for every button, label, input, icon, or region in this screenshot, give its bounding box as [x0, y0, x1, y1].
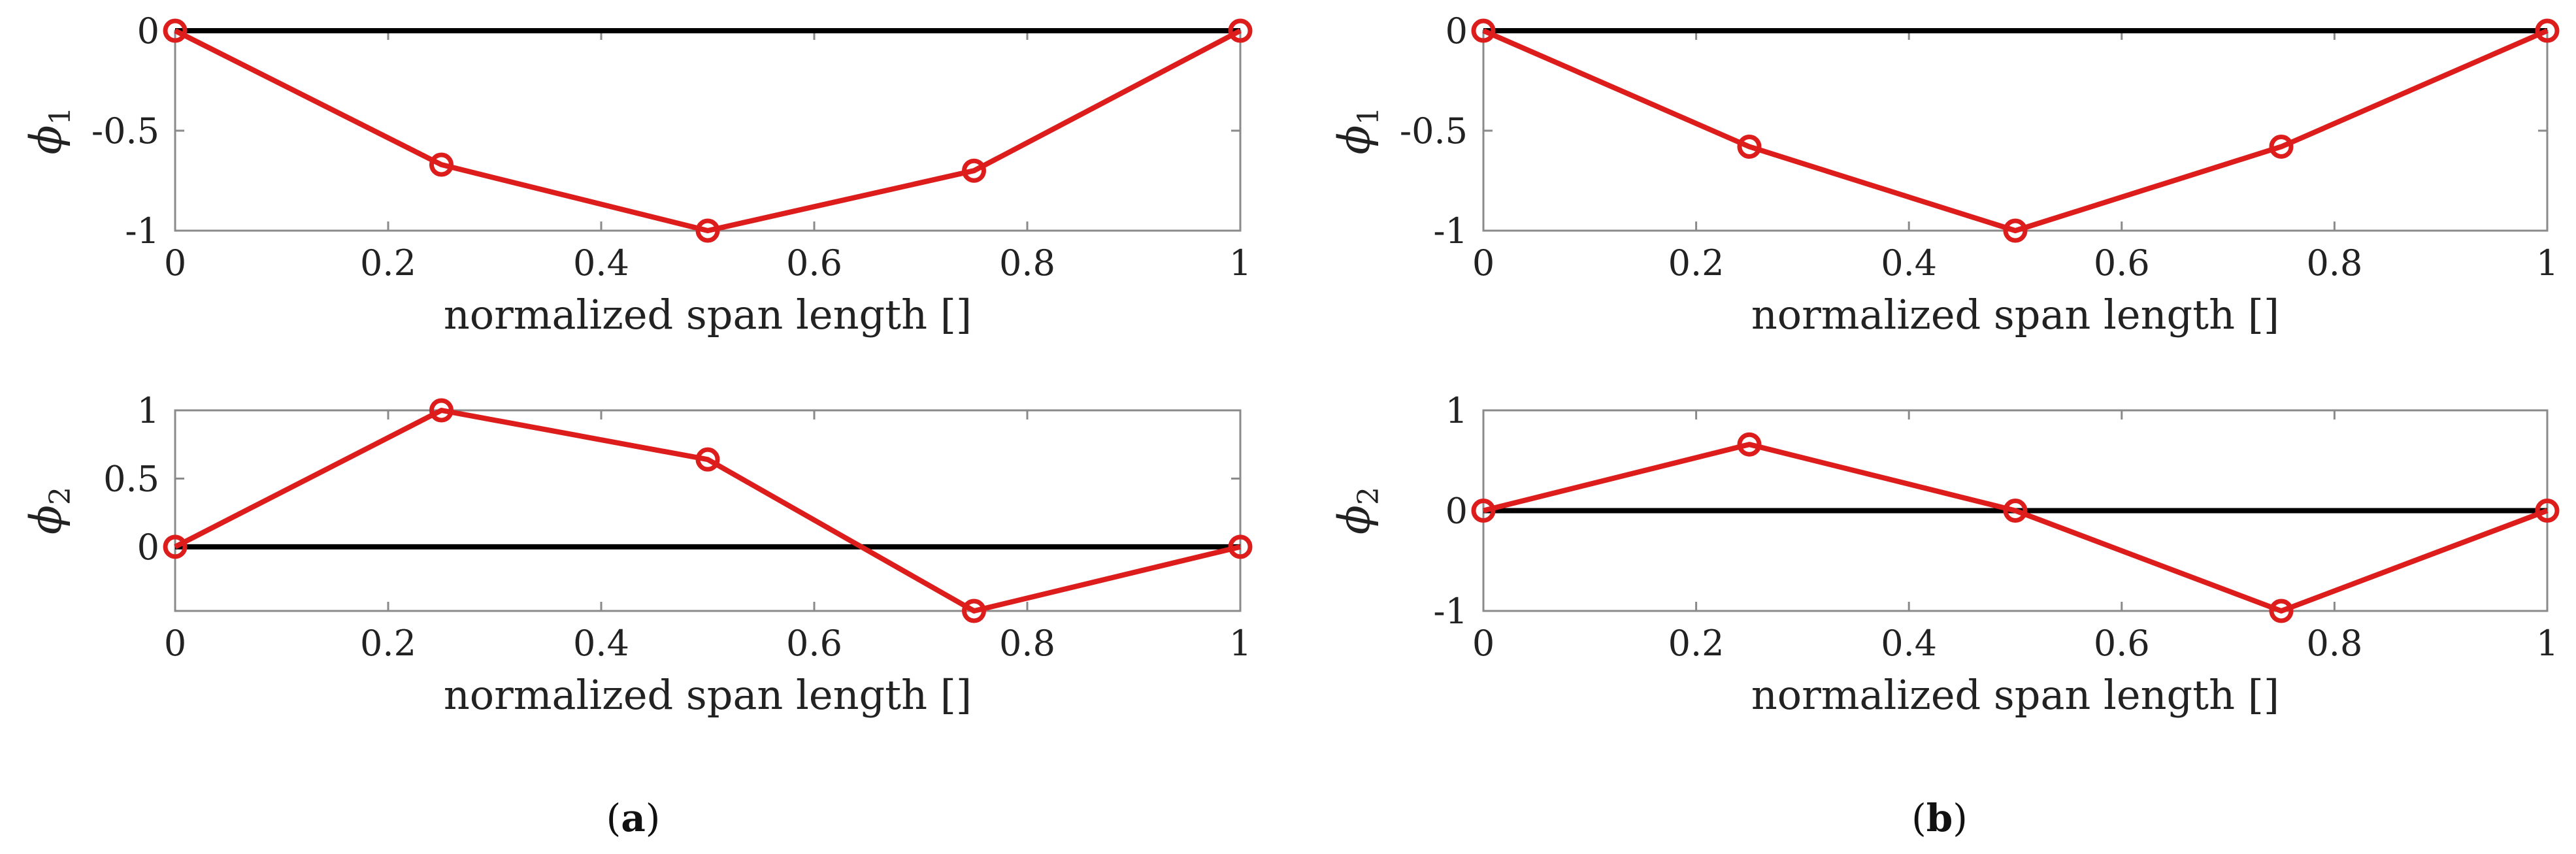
data-point-marker: [2003, 499, 2028, 523]
x-tick-label: 0: [164, 623, 186, 664]
x-tick-label: 0.4: [573, 242, 629, 284]
x-tick-label: 0.6: [2094, 242, 2150, 284]
x-tick-label: 0.6: [786, 242, 842, 284]
y-axis-label: ϕ1: [21, 107, 77, 155]
data-point-marker: [1471, 499, 1496, 523]
y-tick-label: 0: [1445, 491, 1468, 532]
y-axis-label-symbol: ϕ: [21, 125, 71, 155]
data-point-marker: [2535, 499, 2560, 523]
data-point-marker: [2535, 18, 2560, 43]
panel-caption-a: (a): [606, 796, 661, 840]
x-axis-label: normalized span length []: [1751, 291, 2279, 338]
x-tick-label: 0: [1472, 242, 1494, 284]
axes-frame: [1482, 29, 2549, 232]
data-point-marker: [962, 158, 986, 183]
y-axis-label-symbol: ϕ: [21, 505, 71, 534]
y-axis-label: ϕ2: [1329, 487, 1385, 534]
y-tick-label: -1: [1433, 210, 1468, 252]
x-tick-label: 0.6: [786, 623, 842, 664]
x-tick-label: 0.2: [1668, 242, 1725, 284]
data-point-marker: [1737, 134, 1762, 159]
x-tick-label: 0.8: [999, 242, 1055, 284]
data-point-marker: [163, 534, 188, 559]
panel-caption-a-letter: a: [621, 796, 646, 840]
data-point-marker: [695, 447, 720, 472]
data-point-marker: [2269, 599, 2294, 623]
data-point-marker: [695, 218, 720, 243]
mode-shape-line: [1483, 442, 2549, 614]
x-axis-label: normalized span length []: [444, 291, 972, 338]
y-axis-label: ϕ1: [1329, 107, 1385, 155]
y-axis-label-subscript: 1: [44, 107, 77, 125]
mode-shape-line: [174, 28, 1242, 233]
x-tick-label: 0.4: [573, 623, 629, 664]
x-axis-label: normalized span length []: [1751, 671, 2279, 719]
x-tick-label: 0.2: [360, 623, 416, 664]
subplot-a-1: 0 0.2 0.4 0.6 0.8 1 0 -0.5 -1 normalized span len…: [21, 10, 1253, 338]
y-axis-label-symbol: ϕ: [1329, 505, 1379, 534]
y-axis-label-symbol: ϕ: [1329, 125, 1379, 155]
x-tick-label: 0.4: [1881, 623, 1937, 664]
y-axis-label-subscript: 2: [1352, 487, 1385, 505]
mode-shape-line: [174, 408, 1241, 614]
data-point-marker: [2269, 134, 2294, 159]
x-tick-label: 0.8: [2306, 242, 2362, 284]
data-point-marker: [962, 599, 986, 623]
axes-frame: [174, 409, 1242, 612]
y-tick-label: -1: [1433, 591, 1468, 632]
x-tick-label: 1: [2536, 623, 2558, 664]
y-tick-label: 0: [1445, 10, 1468, 52]
data-point-marker: [429, 152, 454, 177]
mode-shape-line: [1482, 28, 2549, 233]
y-tick-label: -1: [125, 210, 159, 252]
y-tick-label: -0.5: [91, 110, 159, 152]
x-tick-label: 0: [164, 242, 186, 284]
data-point-marker: [429, 398, 454, 423]
axes-frame: [174, 29, 1242, 232]
y-tick-label: 0: [137, 10, 159, 52]
y-tick-label: 0.5: [103, 458, 159, 499]
x-tick-label: 0.8: [2306, 623, 2362, 664]
x-tick-label: 1: [2536, 242, 2558, 284]
x-axis-label: normalized span length []: [444, 671, 972, 719]
data-point-marker: [1737, 432, 1762, 457]
data-point-marker: [1471, 18, 1496, 43]
data-point-marker: [2003, 218, 2028, 243]
subplot-b-1: 0 0.2 0.4 0.6 0.8 1 0 -0.5 -1 normalized span len…: [1329, 10, 2560, 338]
y-tick-label: 1: [1445, 390, 1468, 431]
y-tick-label: -0.5: [1400, 110, 1468, 152]
data-point-marker: [163, 18, 188, 43]
plot-area: 0 0.2 0.4 0.6 0.8 1 0 -0.5 -1 normalized span len…: [21, 10, 2560, 719]
y-axis-label-subscript: 2: [44, 487, 77, 505]
x-tick-label: 0.4: [1881, 242, 1937, 284]
x-tick-label: 0.8: [999, 623, 1055, 664]
panel-caption-b: (b): [1911, 796, 1968, 840]
x-tick-label: 1: [1229, 623, 1251, 664]
x-tick-label: 0.2: [1668, 623, 1725, 664]
subplot-a-2: 0 0.2 0.4 0.6 0.8 1 1 0.5 0 normalized span lengt…: [21, 390, 1253, 719]
panel-caption-b-letter: b: [1926, 796, 1953, 840]
y-tick-label: 1: [137, 390, 159, 431]
x-tick-label: 0: [1472, 623, 1494, 664]
x-tick-label: 0.6: [2094, 623, 2150, 664]
x-tick-label: 0.2: [360, 242, 416, 284]
y-tick-label: 0: [137, 527, 159, 568]
y-axis-label-subscript: 1: [1352, 107, 1385, 125]
data-point-marker: [1228, 534, 1253, 559]
data-point-marker: [1228, 18, 1253, 43]
y-axis-label: ϕ2: [21, 487, 77, 534]
x-tick-label: 1: [1229, 242, 1251, 284]
